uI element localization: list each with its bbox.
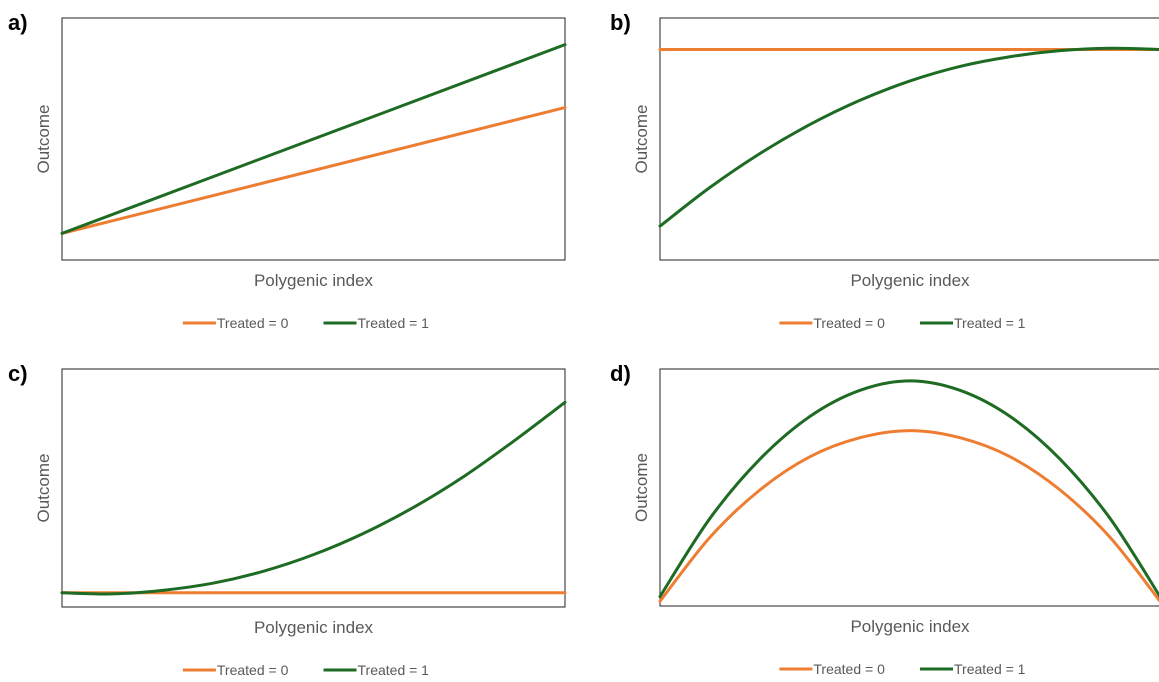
legend-label-treated-0: Treated = 0 <box>217 662 289 678</box>
chart-panel-c: c) Polygenic index Outcome Treated = 0 Treat… <box>0 341 610 682</box>
x-axis-title: Polygenic index <box>850 617 970 636</box>
panel-label: a) <box>8 10 28 35</box>
legend-label-treated-1: Treated = 1 <box>954 661 1026 677</box>
x-axis-title: Polygenic index <box>254 618 374 637</box>
panel-label: c) <box>8 361 28 386</box>
legend-label-treated-1: Treated = 1 <box>954 315 1026 331</box>
legend-label-treated-0: Treated = 0 <box>217 315 289 331</box>
plot-frame <box>659 17 1159 261</box>
y-axis-title: Outcome <box>632 105 651 174</box>
y-axis-title: Outcome <box>632 453 651 522</box>
legend: Treated = 0 Treated = 1 <box>182 662 430 678</box>
legend-label-treated-0: Treated = 0 <box>813 315 885 331</box>
legend: Treated = 0 Treated = 1 <box>182 315 430 331</box>
chart-panel-a: a) Polygenic index Outcome Treated = 0 Treat… <box>0 0 610 341</box>
series-line-treated-1 <box>60 43 567 235</box>
legend: Treated = 0 Treated = 1 <box>779 315 1026 331</box>
plot-frame <box>61 368 566 608</box>
series-line-treated-1 <box>658 46 1159 228</box>
y-axis-title: Outcome <box>34 105 53 174</box>
x-axis-title: Polygenic index <box>254 271 374 290</box>
panel-label: b) <box>610 10 631 35</box>
series-line-treated-1 <box>60 400 567 596</box>
series-line-treated-0 <box>658 429 1159 603</box>
y-axis-title: Outcome <box>34 454 53 523</box>
series-line-treated-0 <box>60 106 567 235</box>
legend-label-treated-1: Treated = 1 <box>358 315 430 331</box>
series-line-treated-1 <box>658 379 1159 599</box>
plot-frame <box>659 368 1159 607</box>
panel-label: d) <box>610 361 631 386</box>
legend-label-treated-0: Treated = 0 <box>813 661 885 677</box>
chart-panel-d: d) Polygenic index Outcome Treated = 0 Treat… <box>600 341 1159 682</box>
legend-label-treated-1: Treated = 1 <box>358 662 430 678</box>
plot-frame <box>61 17 566 261</box>
x-axis-title: Polygenic index <box>850 271 970 290</box>
chart-panel-b: b) Polygenic index Outcome Treated = 0 Treat… <box>600 0 1159 341</box>
legend: Treated = 0 Treated = 1 <box>779 661 1026 677</box>
